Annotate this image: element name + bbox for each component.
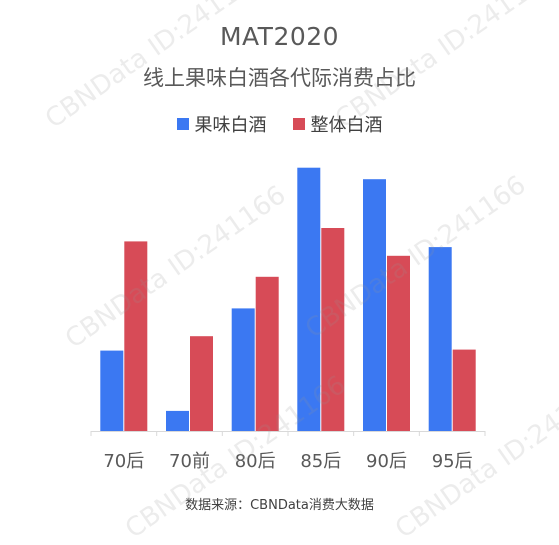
bar-2-3 (321, 228, 345, 431)
chart-subtitle: 线上果味白酒各代际消费占比 (143, 66, 416, 90)
bar-1-2 (231, 308, 255, 431)
legend-swatch-series-2 (292, 118, 305, 130)
x-tick-label: 90后 (366, 451, 407, 472)
x-tick-label: 85后 (300, 451, 341, 472)
bar-2-0 (124, 241, 148, 431)
x-tick-label: 70后 (103, 451, 144, 472)
bar-1-5 (428, 247, 452, 431)
bar-2-5 (452, 349, 476, 431)
bar-1-1 (166, 410, 189, 431)
legend-item-series-1: 果味白酒 (176, 111, 267, 137)
legend: 果味白酒 整体白酒 (0, 111, 559, 137)
legend-label-series-2: 整体白酒 (310, 115, 383, 136)
bar-1-0 (100, 350, 124, 431)
x-tick-label: 70前 (169, 451, 210, 472)
bar-chart: 70后 70前 80后 85后 90后 95后 (90, 167, 486, 472)
bar-2-2 (255, 276, 279, 431)
bar-1-4 (363, 179, 386, 431)
data-source-note: 数据来源：CBNData消费大数据 (185, 498, 374, 513)
legend-swatch-series-1 (176, 118, 189, 130)
bar-1-3 (297, 167, 321, 431)
x-tick-label: 80后 (235, 451, 276, 472)
x-tick-label: 95后 (432, 451, 473, 472)
bar-2-1 (190, 336, 213, 431)
bar-2-4 (387, 255, 410, 431)
legend-item-series-2: 整体白酒 (292, 111, 383, 137)
chart-title: MAT2020 (219, 22, 340, 51)
legend-label-series-1: 果味白酒 (194, 115, 267, 136)
